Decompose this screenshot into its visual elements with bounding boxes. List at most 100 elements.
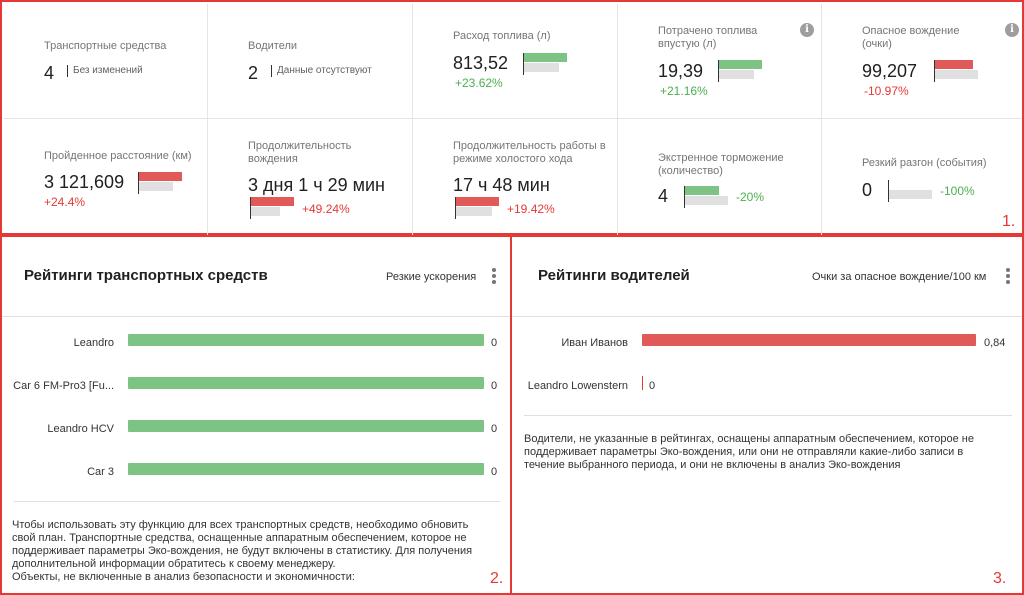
driver-ranking-row[interactable]: Leandro Lowenstern 0 xyxy=(512,376,1022,396)
kpi-label: Резкий разгон (события) xyxy=(862,157,987,169)
kpi-label: Продолжительность работы в режиме холост… xyxy=(453,140,606,165)
kpi-tile-harsh-braking[interactable]: Экстренное торможение (количество) 4 -20… xyxy=(618,119,822,235)
kpi-tile-idle-duration[interactable]: Продолжительность работы в режиме холост… xyxy=(413,119,618,235)
kpi-previous-bar xyxy=(139,182,173,191)
divider xyxy=(2,316,510,317)
ranking-bar xyxy=(128,420,484,432)
kpi-current-bar xyxy=(456,197,499,206)
kpi-previous-bar xyxy=(524,63,559,72)
ranking-name: Leandro HCV xyxy=(47,423,114,435)
info-icon[interactable]: i xyxy=(800,23,814,37)
kpi-value: 17 ч 48 мин xyxy=(453,175,550,195)
kpi-value: 2 xyxy=(248,63,259,83)
kpi-previous-bar xyxy=(456,207,492,216)
kpi-label: Расход топлива (л) xyxy=(453,30,551,42)
kpi-comparison-bars xyxy=(523,53,583,75)
divider xyxy=(512,316,1022,317)
ranking-name: Leandro Lowenstern xyxy=(527,380,628,392)
more-vert-icon[interactable] xyxy=(489,267,499,285)
vehicle-ranking-row[interactable]: Leandro 0 xyxy=(2,333,510,353)
panel-title: Рейтинги транспортных средств xyxy=(24,267,268,284)
kpi-note: Без изменений xyxy=(67,65,143,77)
kpi-tile-driving-duration[interactable]: Продолжительность вождения 3 дня 1 ч 29 … xyxy=(208,119,413,235)
kpi-comparison-bars xyxy=(718,60,778,82)
kpi-previous-bar xyxy=(251,207,280,216)
kpi-comparison-bars xyxy=(934,60,994,82)
kpi-tile-vehicles[interactable]: Транспортные средства 4 Без изменений xyxy=(4,4,208,119)
ranking-value: 0,84 xyxy=(984,337,1006,349)
kpi-value: 19,39 xyxy=(658,61,704,81)
kpi-change: -10.97% xyxy=(864,84,909,98)
ranking-name: Leandro xyxy=(73,337,114,349)
kpi-value: 3 121,609 xyxy=(44,172,125,192)
kpi-current-bar xyxy=(719,60,762,69)
region-number: 1. xyxy=(1002,213,1016,230)
ranking-bar xyxy=(128,463,484,475)
kpi-change: +21.16% xyxy=(660,84,708,98)
info-icon[interactable]: i xyxy=(1005,23,1019,37)
upgrade-note: Чтобы использовать эту функцию для всех … xyxy=(12,519,473,570)
ranking-name: Иван Иванов xyxy=(561,337,628,349)
kpi-comparison-bars xyxy=(888,180,948,202)
kpi-comparison-bars xyxy=(138,172,198,194)
kpi-label: Водители xyxy=(248,40,298,52)
metric-selector[interactable]: Очки за опасное вождение/100 км xyxy=(812,271,987,283)
kpi-value: 3 дня 1 ч 29 мин xyxy=(248,175,385,195)
kpi-tile-dangerous-driving[interactable]: Опасное вождение (очки) i 99,207 -10.97% xyxy=(822,4,1022,119)
kpi-previous-bar xyxy=(889,190,932,199)
ranking-value: 0 xyxy=(649,380,656,392)
ranking-name: Car 6 FM-Pro3 [Fu... xyxy=(13,380,114,392)
kpi-tile-fuel-consumption[interactable]: Расход топлива (л) 813,52 +23.62% xyxy=(413,4,618,119)
kpi-current-bar xyxy=(139,172,182,181)
kpi-current-bar xyxy=(935,60,973,69)
ranking-bar xyxy=(642,334,976,346)
vehicle-ranking-row[interactable]: Leandro HCV 0 xyxy=(2,419,510,439)
vehicle-ranking-row[interactable]: Car 3 0 xyxy=(2,462,510,482)
kpi-tile-harsh-acceleration[interactable]: Резкий разгон (события) 0 -100% 1. xyxy=(822,119,1022,235)
kpi-comparison-bars xyxy=(684,186,744,208)
kpi-current-bar xyxy=(251,197,294,206)
kpi-change: +49.24% xyxy=(302,202,350,216)
kpi-tile-distance[interactable]: Пройденное расстояние (км) 3 121,609 +24… xyxy=(4,119,208,235)
ranking-value: 0 xyxy=(491,466,498,478)
kpi-current-bar xyxy=(524,53,567,62)
kpi-previous-bar xyxy=(935,70,978,79)
kpi-value: 0 xyxy=(862,180,873,200)
kpi-summary-region: Транспортные средства 4 Без изменений Во… xyxy=(0,0,1024,235)
region-number: 2. xyxy=(490,570,504,587)
kpi-value: 813,52 xyxy=(453,53,509,73)
kpi-change: +24.4% xyxy=(44,195,86,209)
kpi-change: +23.62% xyxy=(455,76,503,90)
kpi-label: Потрачено топлива впустую (л) xyxy=(658,25,758,50)
driver-ranking-row[interactable]: Иван Иванов 0,84 xyxy=(512,333,1022,353)
more-vert-icon[interactable] xyxy=(1003,267,1013,285)
ranking-value: 0 xyxy=(491,337,498,349)
ranking-bar xyxy=(128,377,484,389)
kpi-tile-wasted-fuel[interactable]: Потрачено топлива впустую (л) i 19,39 +2… xyxy=(618,4,822,119)
kpi-value: 4 xyxy=(44,63,55,83)
metric-selector[interactable]: Резкие ускорения xyxy=(386,271,477,283)
kpi-label: Пройденное расстояние (км) xyxy=(44,150,192,162)
region-number: 3. xyxy=(993,570,1007,587)
kpi-current-bar xyxy=(685,186,719,195)
kpi-comparison-bars xyxy=(250,197,310,219)
kpi-change: +19.42% xyxy=(507,202,555,216)
driver-ratings-panel: Рейтинги водителей Очки за опасное вожде… xyxy=(510,235,1024,595)
kpi-tile-drivers[interactable]: Водители 2 Данные отсутствуют xyxy=(208,4,413,119)
ranking-value: 0 xyxy=(491,423,498,435)
kpi-value: 99,207 xyxy=(862,61,918,81)
kpi-value: 4 xyxy=(658,186,669,206)
kpi-grid: Транспортные средства 4 Без изменений Во… xyxy=(4,4,1022,235)
vehicle-ranking-row[interactable]: Car 6 FM-Pro3 [Fu... 0 xyxy=(2,376,510,396)
vehicle-ratings-panel: Рейтинги транспортных средств Резкие уск… xyxy=(0,235,512,595)
excluded-drivers-note: Водители, не указанные в рейтингах, осна… xyxy=(524,433,974,471)
kpi-change: -20% xyxy=(736,190,765,204)
ranking-bar-zero xyxy=(642,376,643,390)
ranking-name: Car 3 xyxy=(87,466,114,478)
kpi-note: Данные отсутствуют xyxy=(271,65,372,77)
kpi-previous-bar xyxy=(719,70,754,79)
kpi-change: -100% xyxy=(940,184,975,198)
kpi-comparison-bars xyxy=(455,197,515,219)
ranking-bar xyxy=(128,334,484,346)
divider xyxy=(14,501,500,502)
